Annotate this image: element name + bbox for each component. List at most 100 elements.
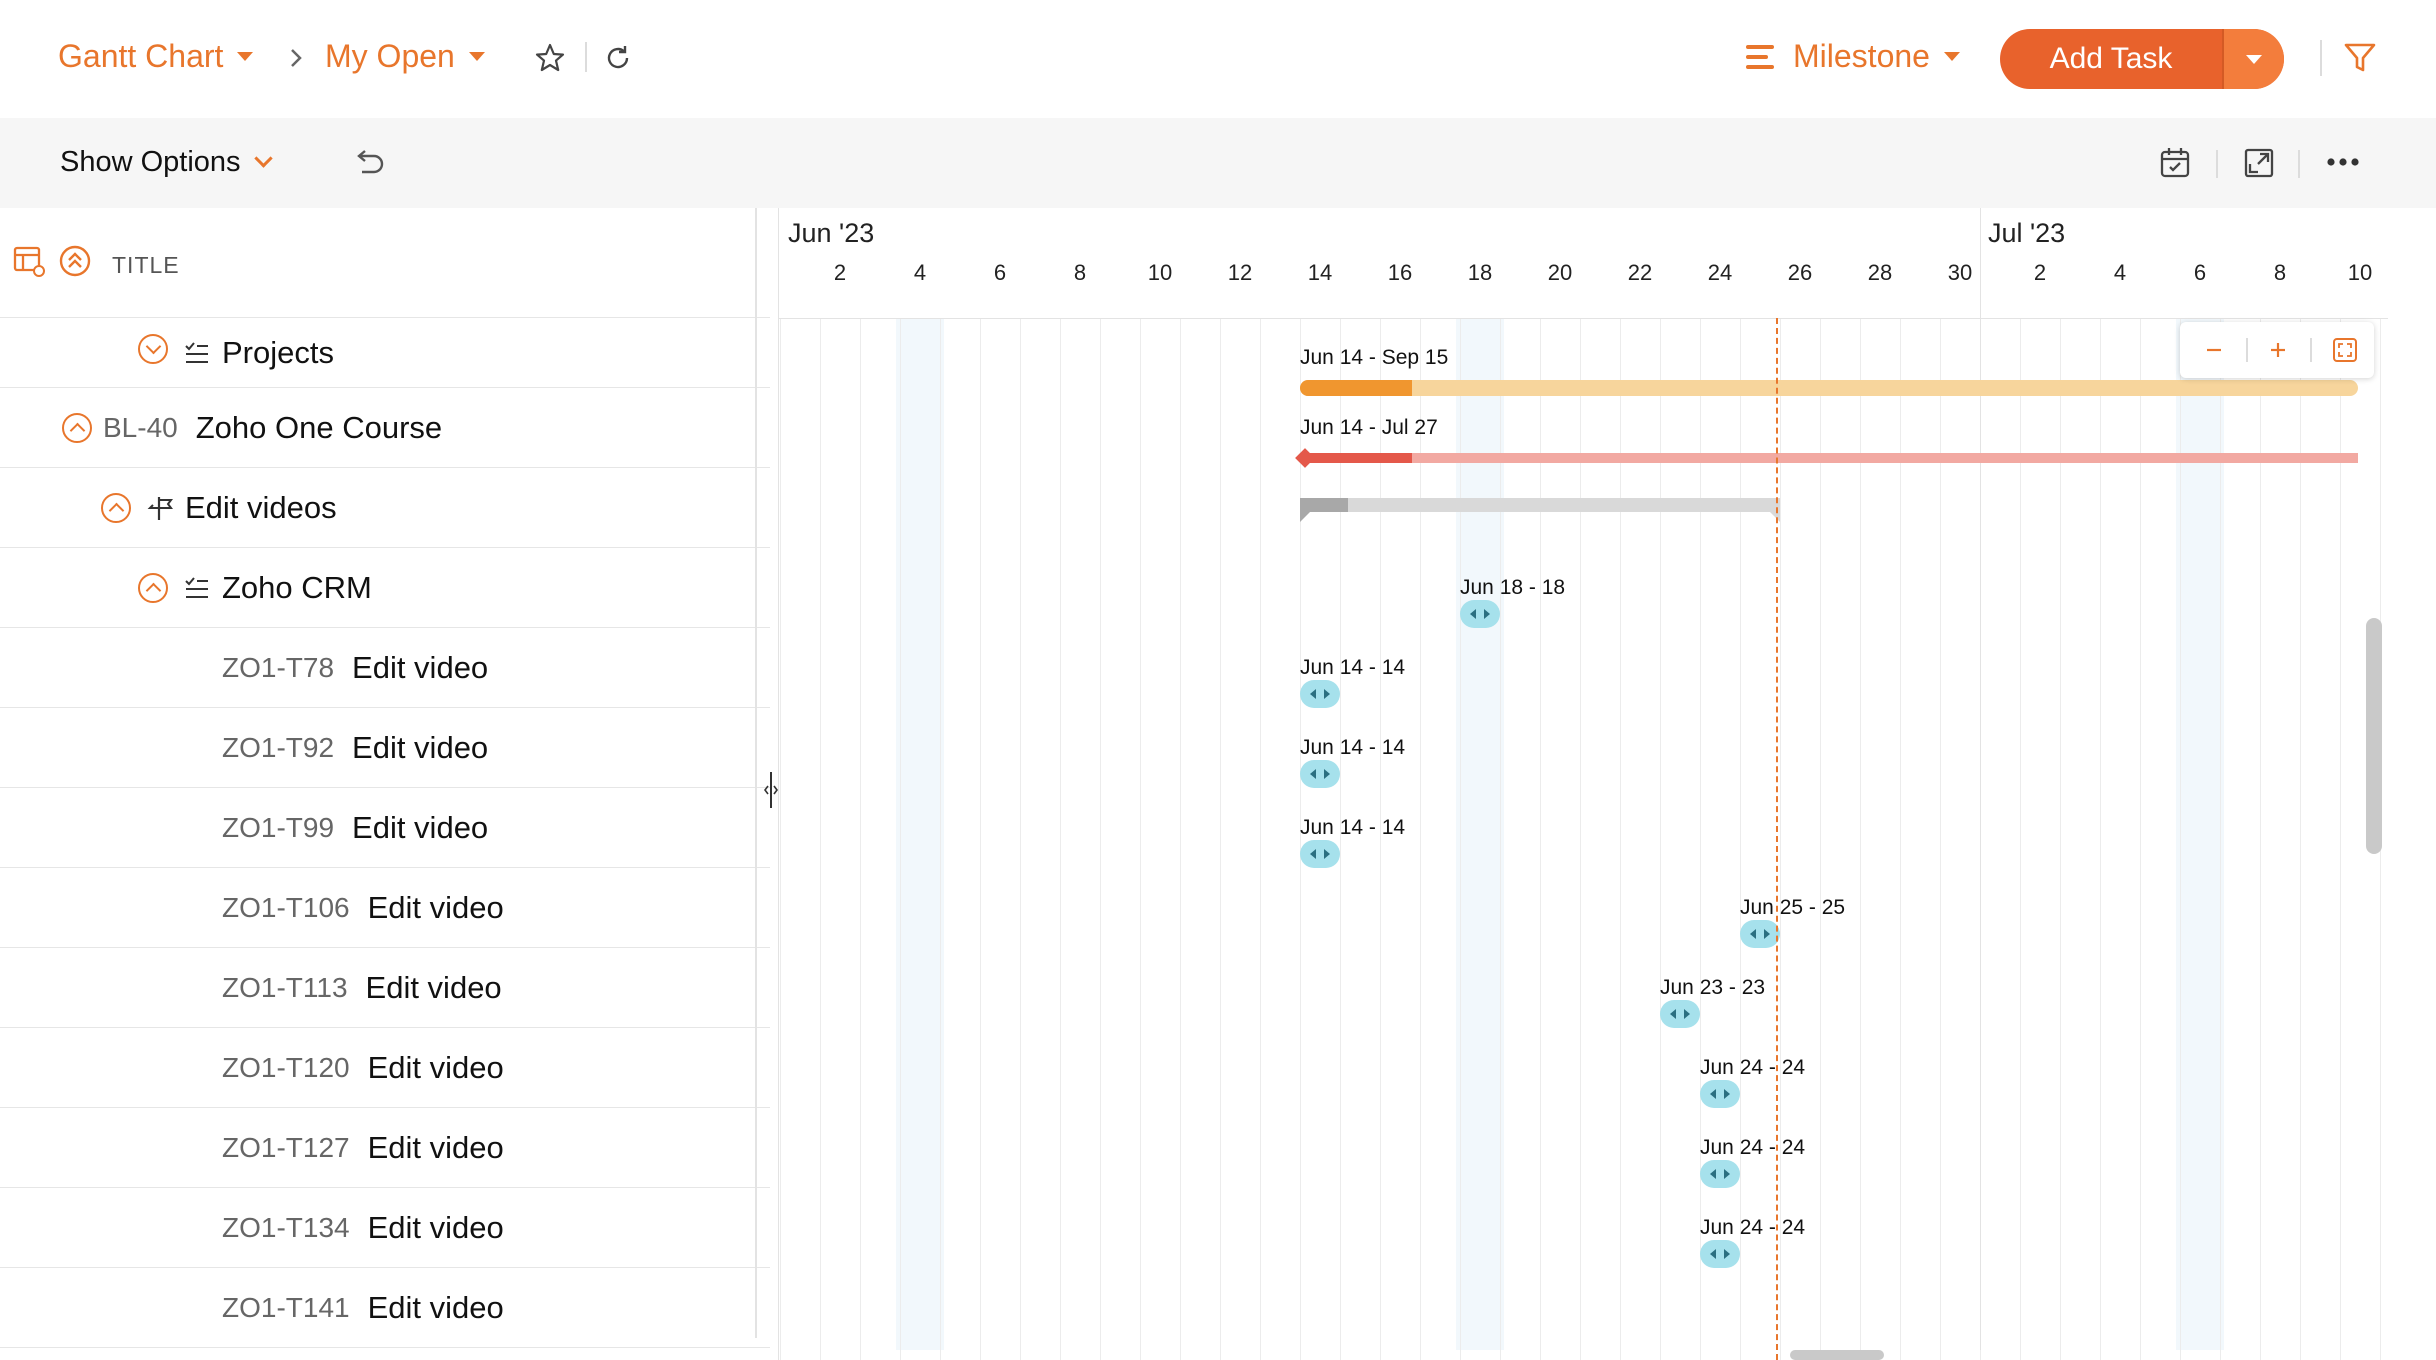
grid-line [1620,318,1621,1360]
list-row-tasklist[interactable]: Projects [0,318,770,388]
task-bar-handle[interactable] [1700,1240,1740,1268]
fit-to-screen-icon[interactable] [2332,337,2358,363]
day-tick-label: 20 [1547,260,1573,285]
day-tick-label: 6 [993,260,1007,285]
project-track-bar[interactable] [1300,380,2358,396]
bar-date-label: Jun 24 - 24 [1700,1136,1806,1159]
day-tick-label: 10 [1147,260,1173,285]
day-tick-label: 30 [1947,260,1973,285]
row-title: Edit video [367,1210,504,1245]
row-title: Edit videos [185,490,337,525]
filter-icon[interactable] [2342,40,2378,76]
caret-down-icon [237,52,254,61]
column-settings-icon[interactable] [12,244,46,278]
list-row-task[interactable]: ZO1-T113 Edit video [0,948,770,1028]
project-progress-bar [1300,380,1412,396]
add-task-dropdown-button[interactable] [2222,29,2284,89]
tasklist-summary-bar[interactable] [1300,498,1780,512]
day-tick-label: 16 [1387,260,1413,285]
show-options-button[interactable]: Show Options [60,146,273,179]
grid-line [1020,318,1021,1360]
milestone-track-bar[interactable] [1300,453,2358,463]
grid-line [1260,318,1261,1360]
grid-line [820,318,821,1360]
grid-line [780,318,781,1360]
grid-line [1380,318,1381,1360]
zoom-controls [2180,322,2374,378]
day-tick-label: 2 [2033,260,2047,285]
grid-line [1140,318,1141,1360]
grid-line [2180,318,2181,1360]
zoom-in-icon[interactable] [2268,340,2288,360]
task-bar-handle[interactable] [1700,1160,1740,1188]
task-bar-handle[interactable] [1740,920,1780,948]
list-row-milestone[interactable]: Edit videos [0,468,770,548]
grid-line [2260,318,2261,1360]
grid-line [1540,318,1541,1360]
horizontal-scrollbar[interactable] [1790,1350,1884,1360]
bar-date-label: Jun 14 - Jul 27 [1300,416,1438,439]
more-options-icon[interactable] [2326,152,2360,172]
panel-splitter[interactable] [755,208,757,1338]
view-selector[interactable]: Gantt Chart [58,38,254,75]
expand-toggle-icon[interactable] [138,334,168,364]
row-key: ZO1-T113 [222,972,348,1003]
day-tick-label: 6 [2193,260,2207,285]
grid-line [1100,318,1101,1360]
calendar-icon[interactable] [2158,146,2192,180]
row-content: Zoho CRM [184,548,372,628]
task-bar-handle[interactable] [1660,1000,1700,1028]
task-bar-handle[interactable] [1300,680,1340,708]
task-bar-handle[interactable] [1300,760,1340,788]
task-bar-handle[interactable] [1460,600,1500,628]
collapse-toggle-icon[interactable] [101,493,131,523]
milestone-selector[interactable]: Milestone [1743,38,1960,75]
add-task-button[interactable]: Add Task [2049,42,2173,75]
list-row-task[interactable]: ZO1-T106 Edit video [0,868,770,948]
list-row-task[interactable]: ZO1-T141 Edit video [0,1268,770,1348]
task-list-header: TITLE [0,208,770,318]
undo-icon[interactable] [350,148,386,178]
filter-selector[interactable]: My Open [325,38,485,75]
resize-handle-icon[interactable] [764,770,778,810]
day-tick-label: 12 [1227,260,1253,285]
milestone-icon [1746,44,1774,69]
collapse-all-icon[interactable] [58,244,92,278]
row-title: Edit video [367,1290,504,1325]
vertical-scrollbar[interactable] [2366,618,2382,854]
grid-line [1060,318,1061,1360]
expand-icon[interactable] [2242,146,2276,180]
bar-date-label: Jun 18 - 18 [1460,576,1566,599]
list-row-task[interactable]: ZO1-T92 Edit video [0,708,770,788]
day-tick-label: 26 [1787,260,1813,285]
row-content: ZO1-T78 Edit video [222,628,488,708]
row-key: ZO1-T92 [222,732,335,763]
collapse-toggle-icon[interactable] [138,573,168,603]
star-icon[interactable] [534,42,566,74]
collapse-toggle-icon[interactable] [62,413,92,443]
grid-line [1940,318,1941,1360]
task-bar-handle[interactable] [1700,1080,1740,1108]
row-title: Edit video [367,890,504,925]
tasklist-icon [185,342,208,363]
list-row-task[interactable]: ZO1-T99 Edit video [0,788,770,868]
row-content: ZO1-T141 Edit video [222,1268,504,1348]
list-row-task[interactable]: ZO1-T134 Edit video [0,1188,770,1268]
divider [2246,338,2248,362]
task-bar-handle[interactable] [1300,840,1340,868]
today-line [1776,318,1778,1360]
gantt-chart: Jun '23 Jul '23 2 4 6 8 10 12 14 16 18 20 22 24 26 28 30… [778,208,2388,1360]
list-row-task[interactable]: ZO1-T78 Edit video [0,628,770,708]
list-row-task[interactable]: ZO1-T120 Edit video [0,1028,770,1108]
bar-date-label: Jun 23 - 23 [1660,976,1766,999]
list-row-tasklist[interactable]: Zoho CRM [0,548,770,628]
day-tick-label: 8 [2273,260,2287,285]
list-row-project[interactable]: BL-40 Zoho One Course [0,388,770,468]
row-content: ZO1-T99 Edit video [222,788,488,868]
refresh-icon[interactable] [602,42,634,74]
list-row-task[interactable]: ZO1-T127 Edit video [0,1108,770,1188]
show-options-label: Show Options [60,146,241,178]
chart-border [778,208,779,1360]
grid-line [2220,318,2221,1360]
zoom-out-icon[interactable] [2204,340,2224,360]
